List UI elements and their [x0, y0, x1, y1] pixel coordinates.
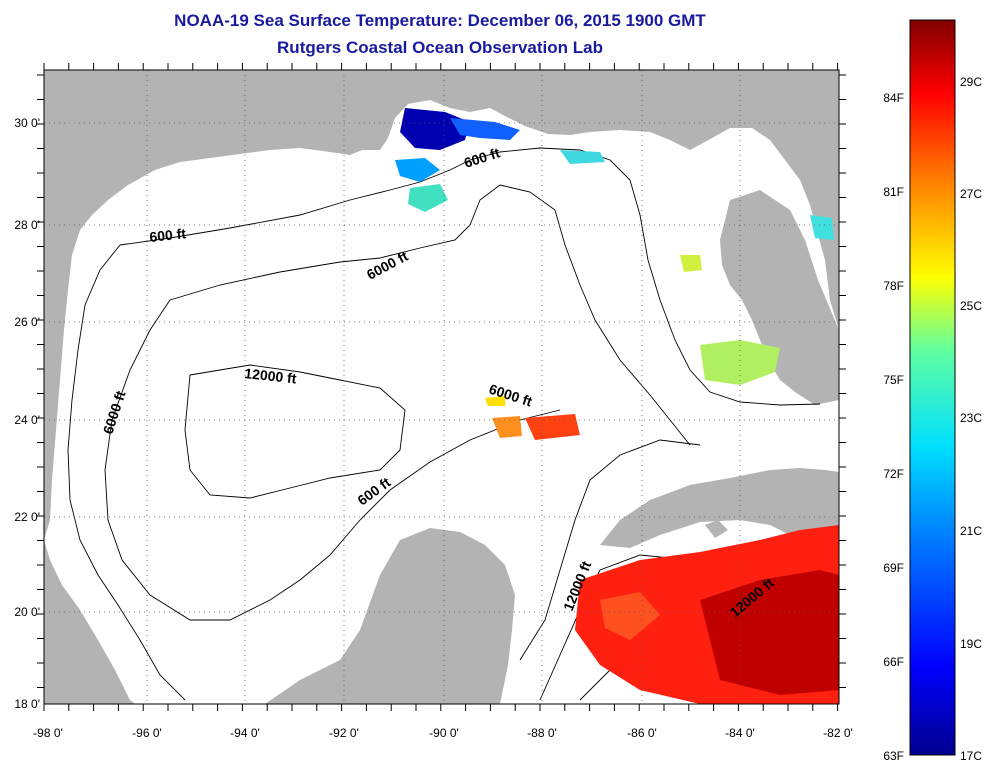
lat-label: 28 0' — [14, 218, 40, 232]
colorbar-c-label: 27C — [960, 187, 982, 201]
sst-data — [395, 108, 839, 704]
colorbar-celsius-labels: 29C 27C 25C 23C 21C 19C 17C — [960, 75, 982, 763]
colorbar-f-label: 69F — [883, 561, 904, 575]
lat-label: 20 0' — [14, 605, 40, 619]
lon-label: -96 0' — [132, 726, 162, 740]
lat-label: 30 0' — [14, 116, 40, 130]
lon-label: -88 0' — [527, 726, 557, 740]
graticule — [44, 70, 839, 704]
lat-label: 22 0' — [14, 510, 40, 524]
contour-label-600-west: 600 ft — [149, 225, 187, 245]
colorbar-f-label: 78F — [883, 279, 904, 293]
colorbar-f-label: 81F — [883, 185, 904, 199]
colorbar-f-label: 66F — [883, 655, 904, 669]
colorbar-c-label: 25C — [960, 299, 982, 313]
lon-labels: -98 0' -96 0' -94 0' -92 0' -90 0' -88 0… — [33, 726, 853, 740]
colorbar-c-label: 21C — [960, 524, 982, 538]
contour-label-12000-center: 12000 ft — [244, 365, 298, 386]
colorbar-c-label: 17C — [960, 749, 982, 763]
lat-labels: 30 0' 28 0' 26 0' 24 0' 22 0' 20 0' 18 0… — [14, 116, 40, 711]
colorbar-c-label: 29C — [960, 75, 982, 89]
lon-label: -82 0' — [823, 726, 853, 740]
map-area: 600 ft 600 ft 6000 ft 6000 ft 12000 ft 6… — [14, 63, 853, 740]
land-us-coast — [44, 70, 839, 540]
lat-label: 18 0' — [14, 697, 40, 711]
map-title: NOAA-19 Sea Surface Temperature: Decembe… — [174, 11, 706, 30]
lon-label: -92 0' — [329, 726, 359, 740]
colorbar-f-label: 63F — [883, 749, 904, 763]
lon-label: -86 0' — [627, 726, 657, 740]
land-florida — [720, 190, 839, 405]
lon-label: -98 0' — [33, 726, 63, 740]
colorbar: 84F 81F 78F 75F 72F 69F 66F 63F 29C 27C … — [883, 19, 982, 763]
land-cuba — [600, 468, 839, 548]
land-mexico-west — [44, 540, 135, 704]
lon-label: -90 0' — [429, 726, 459, 740]
lat-label: 24 0' — [14, 413, 40, 427]
colorbar-c-label: 19C — [960, 637, 982, 651]
colorbar-f-label: 84F — [883, 91, 904, 105]
colorbar-fahrenheit-labels: 84F 81F 78F 75F 72F 69F 66F 63F — [883, 91, 904, 763]
axis-ticks — [37, 63, 846, 711]
colorbar-f-label: 72F — [883, 467, 904, 481]
lon-label: -94 0' — [230, 726, 260, 740]
colorbar-c-label: 23C — [960, 411, 982, 425]
map-subtitle: Rutgers Coastal Ocean Observation Lab — [277, 38, 603, 57]
land-yucatan — [265, 528, 515, 704]
colorbar-f-label: 75F — [883, 373, 904, 387]
lat-label: 26 0' — [14, 315, 40, 329]
lon-label: -84 0' — [725, 726, 755, 740]
